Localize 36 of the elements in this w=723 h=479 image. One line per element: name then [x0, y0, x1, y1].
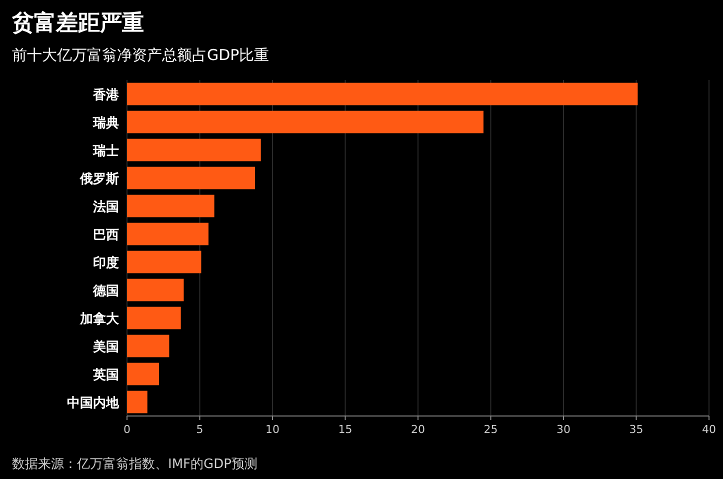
y-tick-label: 美国: [92, 339, 119, 355]
bar: [127, 194, 214, 218]
y-tick-label: 巴西: [93, 228, 119, 243]
source-note: 数据来源：亿万富翁指数、IMF的GDP预测: [12, 456, 258, 472]
x-tick-label: 30: [556, 423, 570, 436]
y-tick-label: 英国: [92, 368, 119, 383]
bar: [127, 138, 261, 162]
x-tick-label: 25: [484, 423, 498, 436]
bar: [127, 334, 170, 358]
bar: [127, 110, 484, 134]
y-tick-label: 瑞典: [92, 116, 119, 131]
x-tick-label: 15: [338, 423, 352, 436]
chart-title: 贫富差距严重: [11, 10, 144, 36]
bar: [127, 250, 202, 274]
x-tick-label: 5: [196, 423, 204, 436]
x-tick-label: 10: [266, 423, 280, 436]
x-tick-label: 40: [702, 423, 716, 436]
x-tick-label: 20: [411, 423, 425, 436]
x-tick-label: 35: [629, 423, 644, 436]
chart-subtitle: 前十大亿万富翁净资产总额占GDP比重: [12, 46, 270, 64]
bar: [127, 306, 181, 330]
bar: [127, 362, 160, 386]
y-tick-label: 俄罗斯: [79, 172, 119, 187]
bar: [127, 222, 208, 246]
y-tick-label: 加拿大: [79, 311, 120, 327]
y-tick-label: 印度: [93, 255, 119, 271]
x-tick-label: 0: [124, 423, 130, 436]
bar: [127, 278, 184, 302]
y-tick-label: 德国: [92, 284, 119, 299]
bar: [127, 166, 256, 190]
y-tick-label: 中国内地: [67, 396, 120, 411]
y-tick-label: 瑞士: [92, 144, 119, 159]
bar: [127, 82, 638, 106]
y-tick-label: 香港: [92, 87, 120, 103]
bar: [127, 390, 148, 414]
y-tick-label: 法国: [92, 200, 119, 215]
